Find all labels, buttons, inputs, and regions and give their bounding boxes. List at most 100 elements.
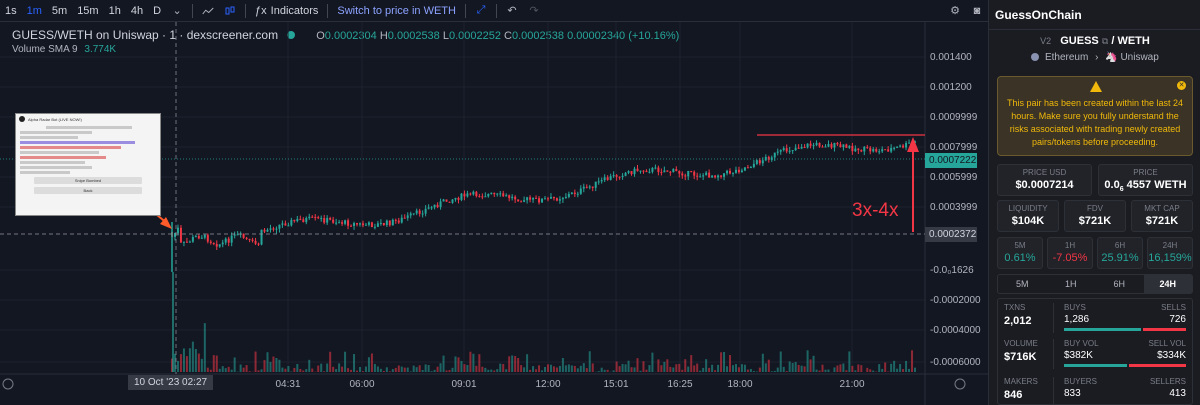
close-icon[interactable]: ✕ <box>1177 81 1186 90</box>
line-chart-icon[interactable] <box>197 0 219 22</box>
candle-body <box>657 167 660 173</box>
volume-bar <box>230 369 233 372</box>
gear-icon[interactable]: ⚙ <box>950 5 960 17</box>
candle-body <box>711 175 714 178</box>
candle-body <box>824 146 827 148</box>
candle-body <box>681 173 684 176</box>
volume-bar <box>284 368 287 372</box>
change-6h-box[interactable]: 6H 25.91% <box>1097 237 1143 269</box>
volume-bar <box>224 368 227 372</box>
fdv-value: $721K <box>1078 215 1112 227</box>
volume-bar <box>905 360 908 372</box>
candle-body <box>293 219 296 222</box>
candle-body <box>827 144 830 147</box>
candle-body <box>720 175 723 177</box>
volume-legend: Volume SMA 9 3.774K <box>12 44 116 55</box>
interval-4h[interactable]: 4h <box>130 4 144 17</box>
volume-bar <box>424 364 427 372</box>
volume-bar <box>197 353 200 372</box>
fullscreen-icon[interactable]: ⤢ <box>476 4 486 16</box>
base-token[interactable]: GUESS <box>1060 35 1099 47</box>
thumbnail-line <box>20 131 92 134</box>
volume-bar <box>779 351 782 372</box>
price-tick-label: -0.0004000 <box>930 325 981 336</box>
candle-body <box>555 198 558 201</box>
interval-1h[interactable]: 1h <box>108 4 121 17</box>
candle-body <box>517 199 520 202</box>
switch-price-button[interactable]: Switch to price in WETH <box>337 4 456 17</box>
copy-icon[interactable]: ⧉ <box>1101 36 1109 46</box>
dex-name[interactable]: Uniswap <box>1120 52 1159 63</box>
change-5m-label: 5M <box>1014 241 1026 250</box>
candle-body <box>579 188 582 194</box>
volume-bar <box>257 370 260 372</box>
volume-bar <box>179 354 182 372</box>
volume-bar <box>564 365 567 372</box>
candle-body <box>684 175 687 177</box>
interval-1s[interactable]: 1s <box>5 4 17 17</box>
chevron-down-icon[interactable]: ⌄ <box>172 5 182 17</box>
candle-body <box>717 175 720 178</box>
candle-body <box>254 240 257 244</box>
change-24h-box[interactable]: 24H 16,159% <box>1147 237 1193 269</box>
thumbnail-highlight <box>20 156 107 159</box>
volume-bar <box>275 358 278 372</box>
redo-icon[interactable]: ↷ <box>529 5 539 17</box>
volume-bar <box>206 367 209 372</box>
candle-body <box>520 201 523 203</box>
volume-bar <box>523 367 526 372</box>
candles-icon[interactable] <box>219 0 241 22</box>
undo-icon[interactable]: ↶ <box>507 5 517 17</box>
candle-body <box>833 142 836 148</box>
camera-icon[interactable]: ◙ <box>973 4 981 17</box>
candle-body <box>857 148 860 151</box>
volume-bar <box>726 366 729 372</box>
divider <box>327 3 329 18</box>
interval-1m[interactable]: 1m <box>26 4 42 17</box>
volume-bar <box>472 353 475 372</box>
change-1h-box[interactable]: 1H -7.05% <box>1047 237 1093 269</box>
volume-label: Volume <box>12 44 46 55</box>
candle-body <box>678 171 681 174</box>
candle-body <box>409 213 412 216</box>
launch-volume-bar <box>172 272 174 372</box>
chart-panel[interactable]: 1s 1m 5m 15m 1h 4h D ⌄ ƒx Indicators Swi… <box>0 0 988 405</box>
tab-24h[interactable]: 24H <box>1143 275 1192 293</box>
interval-15m[interactable]: 15m <box>77 4 99 17</box>
volume-bar <box>335 369 338 372</box>
candle-body <box>469 193 472 195</box>
volume-bar <box>633 367 636 372</box>
candle-body <box>466 193 469 197</box>
pair-title: GUESS/WETH on Uniswap · 1 · dexscreener.… <box>12 28 279 42</box>
sellers-label: SELLERS <box>1149 377 1186 386</box>
tab-6h[interactable]: 6H <box>1113 279 1125 289</box>
candle-body <box>451 199 454 203</box>
candle-body <box>427 207 430 209</box>
candle-body <box>209 241 212 243</box>
time-tick-label: 06:00 <box>349 379 374 390</box>
chain-name[interactable]: Ethereum <box>1044 52 1089 63</box>
volume-bar <box>361 371 364 372</box>
indicators-button[interactable]: ƒx Indicators <box>250 0 323 22</box>
candle-body <box>615 175 618 177</box>
candle-body <box>460 193 463 200</box>
time-tick-label: 16:25 <box>667 379 692 390</box>
candle-body <box>305 218 308 223</box>
buyers-value: 833 <box>1064 388 1081 399</box>
thumbnail-header: Alpha Radar Bot (LIVE NOW!) <box>16 114 160 124</box>
candle-body <box>785 148 788 152</box>
change-5m-box[interactable]: 5M 0.61% <box>997 237 1043 269</box>
volume-bar <box>421 369 424 372</box>
tab-1h[interactable]: 1H <box>1064 279 1077 289</box>
scroll-left-icon <box>2 378 14 390</box>
buys-sells: BUYS SELLS 1,286 726 <box>1064 303 1186 331</box>
candle-body <box>812 145 815 147</box>
volume-bar <box>675 364 678 372</box>
interval-d[interactable]: D <box>153 4 162 17</box>
candle-body <box>287 225 290 227</box>
interval-5m[interactable]: 5m <box>51 4 68 17</box>
tab-5m[interactable]: 5M <box>1015 279 1029 289</box>
price-chart[interactable]: 0.001400 0.001200 0.0009999 0.0007999 0.0005… <box>0 22 988 405</box>
candle-body <box>549 196 552 199</box>
volume-bar <box>176 360 179 372</box>
